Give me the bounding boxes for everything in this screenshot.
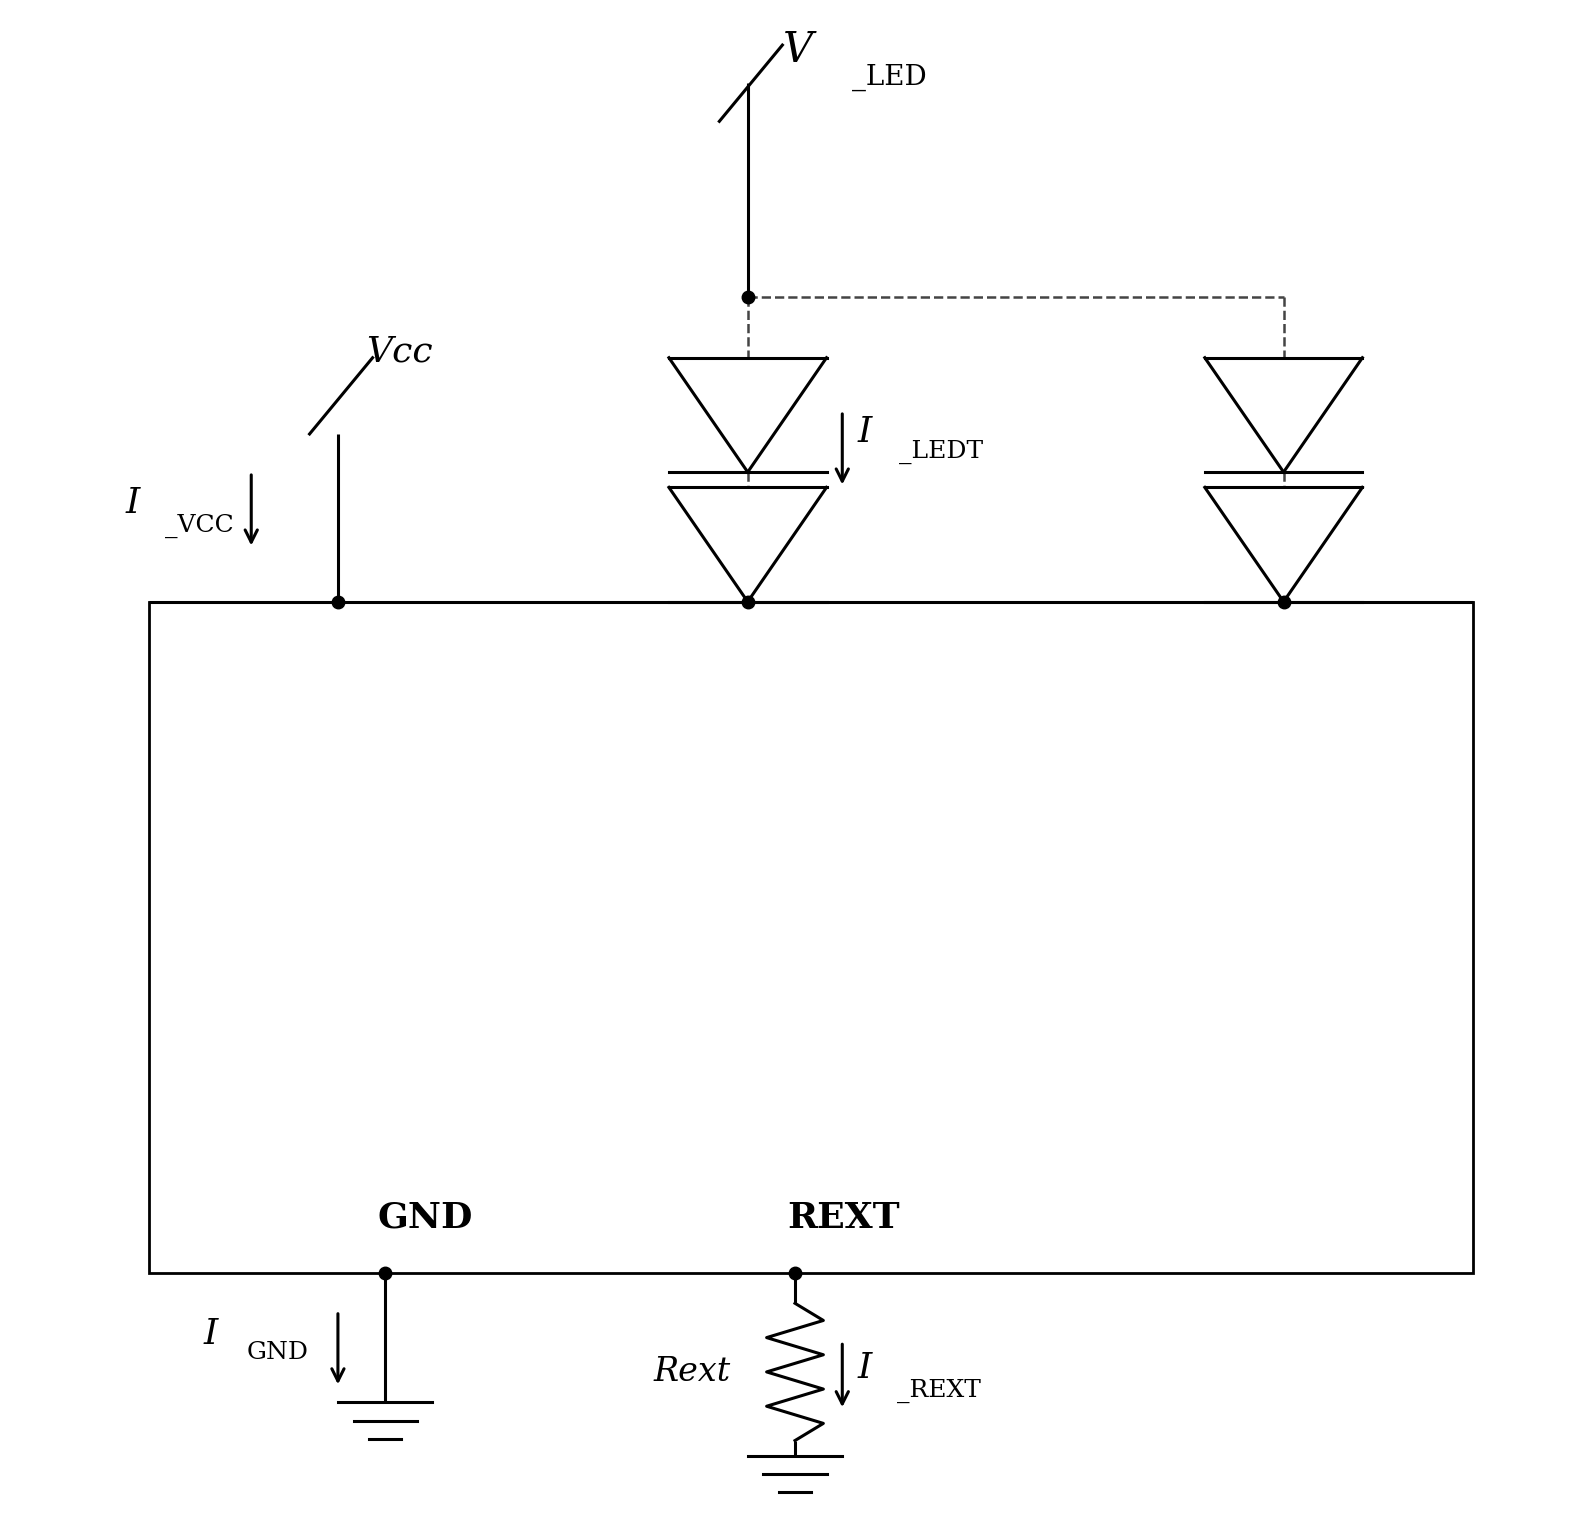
Text: GND: GND [246, 1340, 308, 1364]
Text: I: I [859, 416, 873, 449]
Text: _VCC: _VCC [164, 514, 234, 537]
Text: _LEDT: _LEDT [898, 440, 983, 465]
Text: V: V [782, 29, 812, 71]
Text: GND: GND [377, 1200, 472, 1234]
Bar [149, 602, 1472, 1273]
Text: I: I [859, 1351, 873, 1385]
Text: Rext: Rext [653, 1356, 730, 1388]
Text: _LED: _LED [852, 63, 927, 91]
Text: I: I [204, 1317, 218, 1351]
Text: Vcc: Vcc [366, 334, 432, 368]
Text: REXT: REXT [787, 1200, 900, 1234]
Text: _REXT: _REXT [897, 1379, 981, 1404]
Text: I: I [126, 486, 140, 520]
